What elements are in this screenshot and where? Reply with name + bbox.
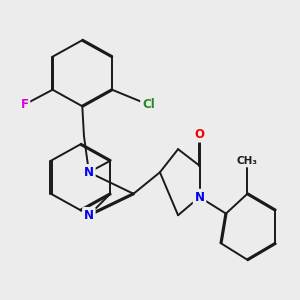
Text: Cl: Cl [142, 98, 155, 111]
Text: N: N [194, 190, 205, 204]
Text: N: N [84, 209, 94, 222]
Text: N: N [84, 166, 94, 179]
Text: O: O [194, 128, 205, 141]
Text: CH₃: CH₃ [237, 156, 258, 166]
Text: F: F [20, 98, 28, 111]
